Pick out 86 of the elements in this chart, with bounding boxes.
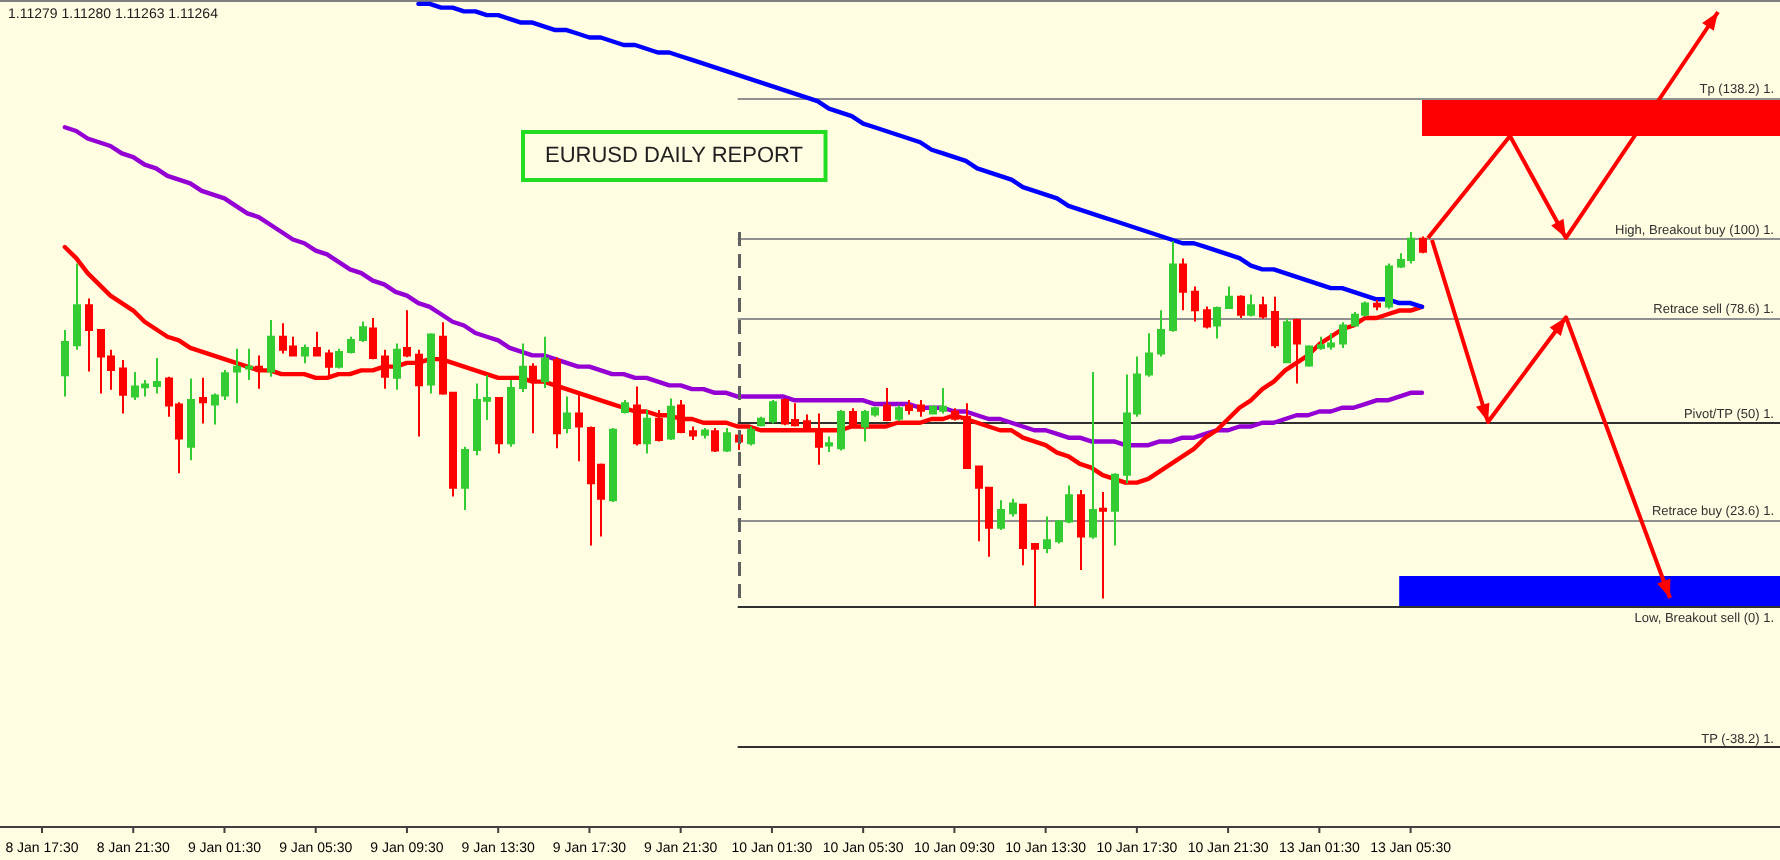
candlestick — [1305, 344, 1313, 368]
candlestick — [119, 358, 127, 415]
candlestick — [427, 332, 435, 395]
candlestick — [655, 409, 663, 443]
candlestick — [701, 426, 709, 440]
candlestick — [393, 342, 401, 391]
candlestick — [347, 335, 355, 355]
candlestick — [335, 347, 343, 370]
candlestick — [199, 376, 207, 425]
candlestick — [917, 398, 925, 418]
candlestick — [301, 343, 309, 365]
candlestick — [849, 407, 857, 429]
candlestick — [1077, 489, 1085, 572]
candlestick — [1203, 305, 1211, 330]
candlestick — [677, 398, 685, 435]
candlestick — [1283, 317, 1291, 365]
candlestick — [1191, 285, 1199, 323]
candlestick — [633, 385, 641, 447]
candlestick — [963, 402, 971, 471]
candlestick — [689, 425, 697, 441]
candlestick — [803, 413, 811, 434]
candlestick — [1099, 490, 1107, 600]
candlestick — [325, 348, 333, 378]
candlestick — [245, 347, 253, 382]
candlestick — [825, 435, 833, 453]
candlestick — [529, 362, 537, 435]
candlestick — [757, 415, 765, 428]
candlestick — [905, 398, 913, 416]
candlestick — [553, 356, 561, 450]
candlestick — [609, 426, 617, 504]
candlestick — [951, 407, 959, 422]
candlestick — [1247, 293, 1255, 318]
candlestick — [1293, 317, 1301, 385]
candlestick — [997, 499, 1005, 532]
candlestick — [85, 297, 93, 373]
candlestick — [313, 330, 321, 358]
candlestick — [359, 320, 367, 343]
candlestick — [1259, 295, 1267, 320]
candlestick — [895, 404, 903, 423]
candlestick — [563, 395, 571, 435]
candlestick — [723, 426, 731, 453]
candlestick — [1271, 295, 1279, 349]
candlestick — [153, 357, 161, 395]
candlestick — [1225, 285, 1233, 310]
candlestick — [461, 445, 469, 511]
candlestick — [255, 354, 263, 390]
candlestick — [667, 397, 675, 441]
candlestick — [403, 309, 411, 359]
candlestick — [711, 426, 719, 453]
candlestick — [1419, 235, 1427, 255]
candlestick — [1339, 321, 1347, 349]
candlestick — [1089, 370, 1097, 540]
candlestick — [267, 318, 275, 378]
candlestick — [1157, 309, 1165, 358]
candlestick — [1169, 240, 1177, 333]
candlestick — [1145, 332, 1153, 378]
candlestick — [233, 347, 241, 405]
candlestick — [1009, 497, 1017, 518]
chart-title: EURUSD DAILY REPORT — [545, 144, 804, 168]
candlestick — [541, 335, 549, 389]
candlestick — [1213, 305, 1221, 340]
candlestick — [507, 379, 515, 448]
candlestick — [575, 393, 583, 463]
candlestick — [381, 348, 389, 390]
candlestick — [495, 395, 503, 455]
candlestick — [621, 398, 629, 415]
candlestick — [1043, 515, 1051, 555]
candlestick — [643, 409, 651, 455]
candlestick — [1019, 502, 1027, 567]
candlestick — [1385, 262, 1393, 310]
candlestick — [187, 377, 195, 462]
candlestick — [815, 412, 823, 466]
candlestick — [883, 386, 891, 423]
candlestick — [1031, 542, 1039, 607]
candlestick — [1373, 299, 1381, 312]
candlestick — [415, 348, 423, 438]
candlestick — [747, 425, 755, 447]
candlestick — [369, 317, 377, 361]
candlestick — [1111, 472, 1119, 547]
candlestick — [1179, 257, 1187, 312]
candlestick — [837, 409, 845, 452]
candlestick — [769, 398, 777, 425]
candlestick — [61, 328, 69, 398]
candlestick — [1237, 294, 1245, 320]
candlestick — [519, 342, 527, 394]
candlestick — [73, 262, 81, 351]
